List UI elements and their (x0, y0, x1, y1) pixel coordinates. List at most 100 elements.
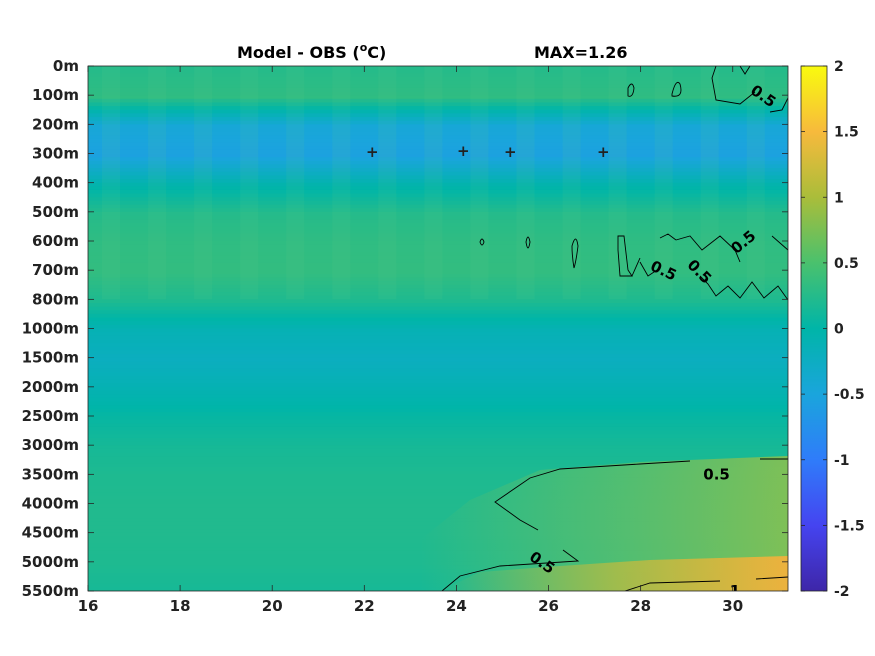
warm-bottom-region (440, 556, 788, 591)
x-tick-label: 30 (722, 597, 743, 615)
depth-band (88, 423, 788, 428)
depth-band (88, 113, 788, 118)
depth-band (88, 437, 788, 443)
colorbar-tick-label: 0 (834, 322, 844, 338)
depth-band (88, 445, 788, 450)
contour-label: 0.5 (703, 465, 730, 483)
depth-band (88, 146, 788, 151)
stripe (286, 66, 305, 300)
depth-band (88, 441, 788, 446)
depth-band (88, 343, 788, 348)
depth-band (88, 160, 788, 166)
stripe (746, 66, 765, 300)
depth-band (88, 488, 788, 494)
colorbar-gradient (800, 65, 828, 592)
depth-band (88, 463, 788, 468)
contour-line-0.5-mid-blobs (479, 236, 579, 269)
depth-band (88, 459, 788, 464)
depth-band (88, 456, 788, 461)
depth-band (88, 157, 788, 162)
stripe (562, 66, 581, 300)
depth-band (88, 474, 788, 479)
colorbar-tick-label: -0.5 (834, 387, 865, 403)
marker-plus: + (366, 143, 379, 161)
colorbar-tick-label: 2 (834, 59, 844, 75)
depth-band (88, 477, 788, 483)
depth-band (88, 295, 788, 300)
x-tick-label: 22 (354, 597, 375, 615)
x-tick-label: 26 (538, 597, 559, 615)
depth-band (88, 168, 788, 173)
depth-band (88, 357, 788, 362)
stripe (102, 66, 120, 300)
depth-band (88, 69, 788, 74)
depth-band (88, 138, 788, 144)
depth-band (88, 259, 788, 264)
y-tick-label: 200m (32, 115, 79, 133)
depth-band (88, 328, 788, 333)
marker-plus: + (597, 143, 610, 161)
depth-band (88, 335, 788, 341)
depth-band (88, 273, 788, 279)
stripe (194, 66, 213, 300)
depth-band (88, 426, 788, 432)
depth-band (88, 182, 788, 187)
depth-band (88, 514, 788, 519)
depth-band (88, 339, 788, 344)
colorbar: 2 1.5 1 0.5 0 -0.5 -1 -1.5 -2 (800, 59, 865, 600)
depth-band (88, 230, 788, 235)
y-tick-label: 4500m (22, 524, 79, 542)
depth-band (88, 379, 788, 384)
depth-band (88, 248, 788, 253)
depth-band (88, 496, 788, 501)
depth-band (88, 412, 788, 417)
y-tick-label: 1500m (22, 349, 79, 367)
colorbar-tick-label: -1.5 (834, 518, 865, 534)
depth-band (88, 215, 788, 220)
y-tick-label: 5000m (22, 553, 79, 571)
depth-band (88, 270, 788, 275)
depth-band (88, 383, 788, 388)
colorbar-tick-label: 0.5 (834, 256, 859, 272)
contour-line-0.5-small-loops (627, 81, 682, 97)
marker-plus: + (457, 142, 470, 160)
stripe (608, 66, 627, 300)
depth-band (88, 408, 788, 413)
colorbar-tick-label: -1 (834, 453, 850, 469)
depth-band (88, 175, 788, 180)
contour-line-0.5-deep (441, 458, 788, 591)
depth-band (88, 492, 788, 497)
depth-band (88, 135, 788, 140)
depth-band (88, 179, 788, 184)
x-tick-label: 24 (446, 597, 467, 615)
depth-band (88, 189, 788, 195)
contour-line-0.5-mid-right (617, 233, 788, 301)
y-tick-label: 1000m (22, 320, 79, 338)
depth-band (88, 324, 788, 330)
title-unit-text: C) (367, 43, 386, 62)
depth-band (88, 317, 788, 322)
depth-band (88, 226, 788, 231)
depth-band (88, 266, 788, 271)
depth-band (88, 332, 788, 337)
depth-band (88, 354, 788, 359)
depth-band (88, 470, 788, 475)
colorbar-tick-label: -2 (834, 584, 850, 600)
depth-band (88, 416, 788, 421)
x-tick-label: 20 (262, 597, 283, 615)
stripe (148, 66, 167, 300)
depth-band (88, 430, 788, 435)
depth-band (88, 350, 788, 355)
depth-band (88, 233, 788, 238)
depth-band (88, 109, 788, 114)
contour-line-0.5-upper-right (711, 66, 788, 113)
depth-band (88, 153, 788, 158)
marker-plus: + (504, 143, 517, 161)
max-label: MAX=1.26 (534, 43, 628, 62)
depth-band (88, 84, 788, 89)
depth-band (88, 386, 788, 392)
contour-line-1-bottom (624, 576, 788, 591)
depth-band (88, 197, 788, 202)
y-tick-label: 2000m (22, 378, 79, 396)
x-axis: 16 18 20 22 24 26 28 30 (78, 66, 743, 615)
